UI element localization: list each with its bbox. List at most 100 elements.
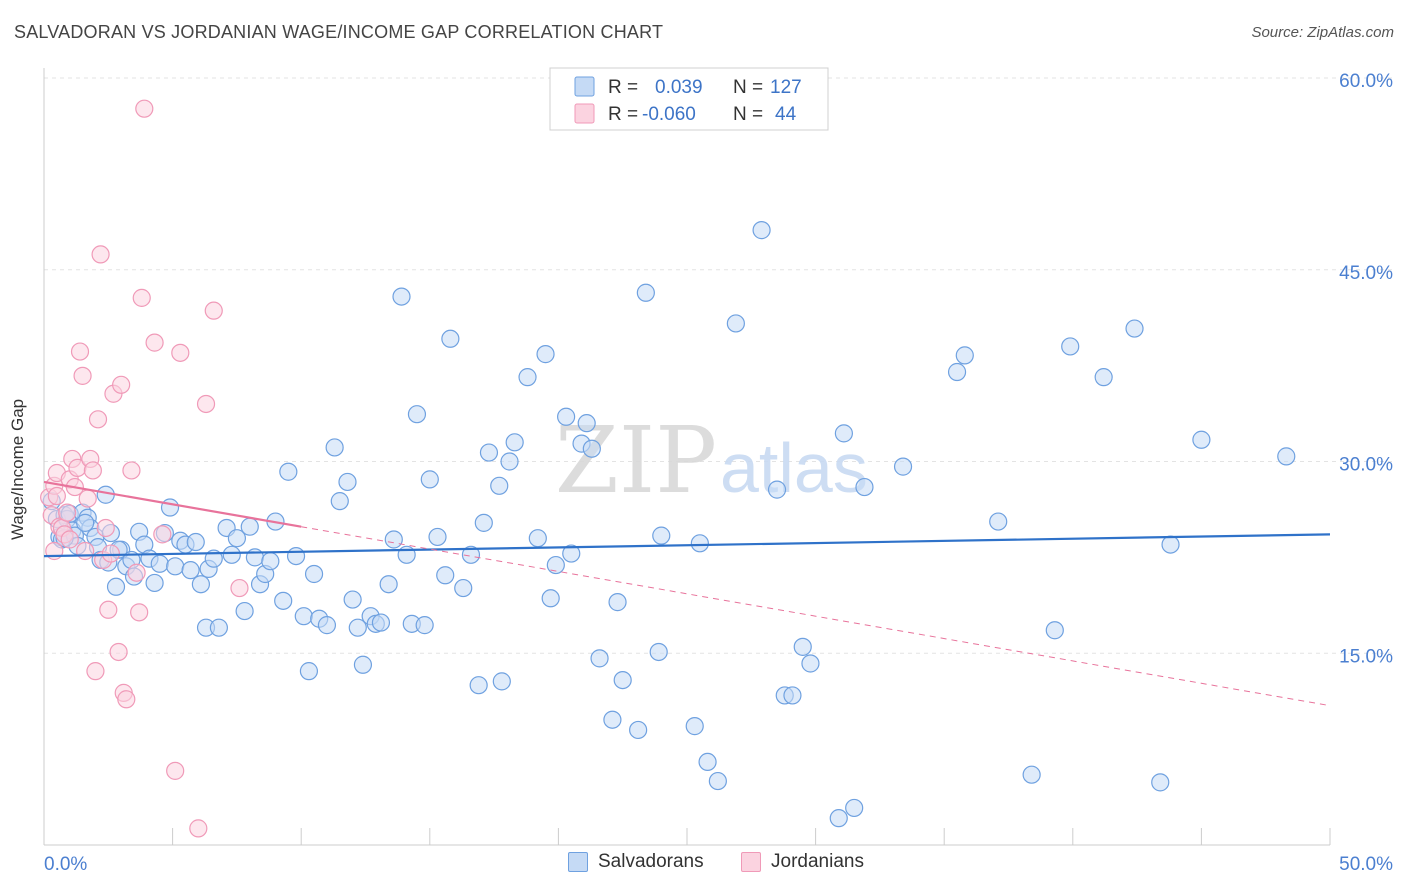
salvadoran-point: [793, 637, 812, 656]
salvadoran-point: [752, 221, 771, 240]
jordanian-point: [127, 563, 146, 582]
salvadoran-point: [348, 618, 367, 637]
legend-n-value-pink: 44: [775, 104, 797, 125]
y-tick-label: 60.0%: [1339, 71, 1393, 92]
chart-title: SALVADORAN VS JORDANIAN WAGE/INCOME GAP …: [14, 22, 664, 42]
salvadoran-point: [829, 809, 848, 828]
legend-label-jordanians: Jordanians: [771, 851, 864, 872]
jordanian-point: [73, 366, 92, 385]
salvadoran-point: [1192, 430, 1211, 449]
salvadorans-points: [42, 221, 1296, 828]
salvadoran-point: [454, 578, 473, 598]
salvadoran-point: [160, 498, 180, 517]
jordanian-point: [76, 541, 95, 561]
legend-r-label-pink: R =: [608, 104, 638, 125]
y-tick-label: 15.0%: [1339, 646, 1393, 667]
salvadoran-point: [209, 618, 228, 637]
bottom-legend: Salvadorans Jordanians: [0, 851, 1406, 877]
y-tick-label: 30.0%: [1339, 455, 1393, 476]
salvadoran-point: [726, 314, 745, 333]
salvadoran-point: [767, 480, 787, 499]
salvadoran-point: [420, 470, 439, 489]
salvadoran-point: [834, 424, 853, 443]
jordanian-point: [60, 530, 79, 549]
axes: [43, 68, 1331, 846]
salvadoran-point: [353, 655, 373, 674]
salvadoran-point: [274, 591, 293, 610]
salvadoran-point: [1094, 368, 1113, 387]
jordanian-point: [132, 288, 151, 307]
salvadoran-point: [474, 513, 493, 532]
salvadoran-point: [181, 561, 200, 580]
salvadoran-point: [541, 589, 560, 608]
salvadoran-point: [1061, 337, 1080, 356]
salvadoran-point: [518, 368, 537, 387]
salvadoran-point: [685, 717, 704, 736]
salvadoran-point: [1125, 319, 1144, 338]
salvadoran-point: [317, 616, 337, 635]
jordanian-point: [83, 461, 102, 480]
jordanian-point: [47, 486, 66, 506]
jordanian-point: [96, 518, 115, 538]
salvadoran-point: [636, 283, 655, 302]
salvadoran-point: [261, 552, 280, 571]
salvadoran-point: [1161, 535, 1180, 554]
salvadoran-point: [1151, 773, 1170, 792]
salvadoran-point: [989, 512, 1008, 531]
salvadoran-point: [582, 439, 601, 458]
y-tick-label: 45.0%: [1339, 263, 1393, 284]
jordanian-trend-line-dashed: [301, 526, 1331, 707]
salvadoran-point: [469, 676, 488, 695]
jordanian-point: [204, 301, 223, 320]
salvadoran-point: [415, 616, 434, 635]
salvadoran-point: [294, 607, 313, 626]
jordanian-point: [88, 410, 108, 429]
salvadoran-point: [371, 613, 391, 632]
salvadoran-point: [629, 720, 648, 740]
salvadoran-point: [490, 476, 509, 495]
salvadoran-point: [649, 642, 668, 662]
salvadoran-point: [379, 575, 398, 594]
legend-r-value-blue: 0.039: [655, 77, 703, 98]
salvadoran-point: [955, 346, 974, 365]
jordanians-points: [40, 99, 249, 838]
salvadoran-point: [1022, 765, 1041, 784]
salvadoran-point: [855, 477, 874, 497]
salvadoran-point: [492, 672, 511, 691]
salvadoran-point: [304, 564, 324, 584]
legend-r-label-blue: R =: [608, 77, 638, 98]
salvadoran-point: [428, 527, 447, 547]
jordanian-point: [117, 690, 136, 709]
salvadoran-point: [577, 414, 596, 433]
jordanian-point: [70, 342, 90, 361]
salvadoran-point: [204, 549, 223, 568]
legend-r-value-pink: -0.060: [642, 104, 696, 125]
salvadoran-point: [441, 329, 460, 348]
salvadoran-point: [947, 362, 967, 382]
salvadoran-trend-line: [43, 533, 1331, 558]
jordanian-point: [109, 642, 128, 662]
tick-labels: 15.0% 30.0% 45.0% 60.0% 0.0% 50.0%: [44, 71, 1393, 875]
jordanian-point: [101, 544, 120, 563]
jordanian-point: [153, 525, 172, 544]
trend-lines: [43, 480, 1331, 707]
legend-n-label-blue: N =: [733, 77, 763, 98]
jordanian-point: [145, 333, 164, 352]
jordanian-point: [58, 503, 77, 522]
salvadoran-point: [286, 546, 306, 566]
source-label: Source: ZipAtlas.com: [1251, 24, 1394, 41]
legend-swatch-jordanians: [574, 103, 595, 124]
jordanian-point: [86, 662, 105, 681]
x-tick-label-max: 50.0%: [1339, 854, 1393, 875]
jordanian-point: [112, 375, 131, 394]
salvadoran-point: [240, 517, 259, 536]
salvadoran-point: [783, 686, 802, 705]
salvadoran-point: [613, 670, 632, 690]
salvadoran-point: [557, 407, 576, 426]
jordanian-point: [196, 394, 216, 414]
salvadoran-point: [106, 577, 126, 596]
salvadoran-point: [590, 649, 609, 668]
salvadoran-point: [343, 590, 362, 609]
jordanian-point: [230, 578, 249, 598]
legend-item-jordanians: Jordanians: [741, 851, 864, 873]
